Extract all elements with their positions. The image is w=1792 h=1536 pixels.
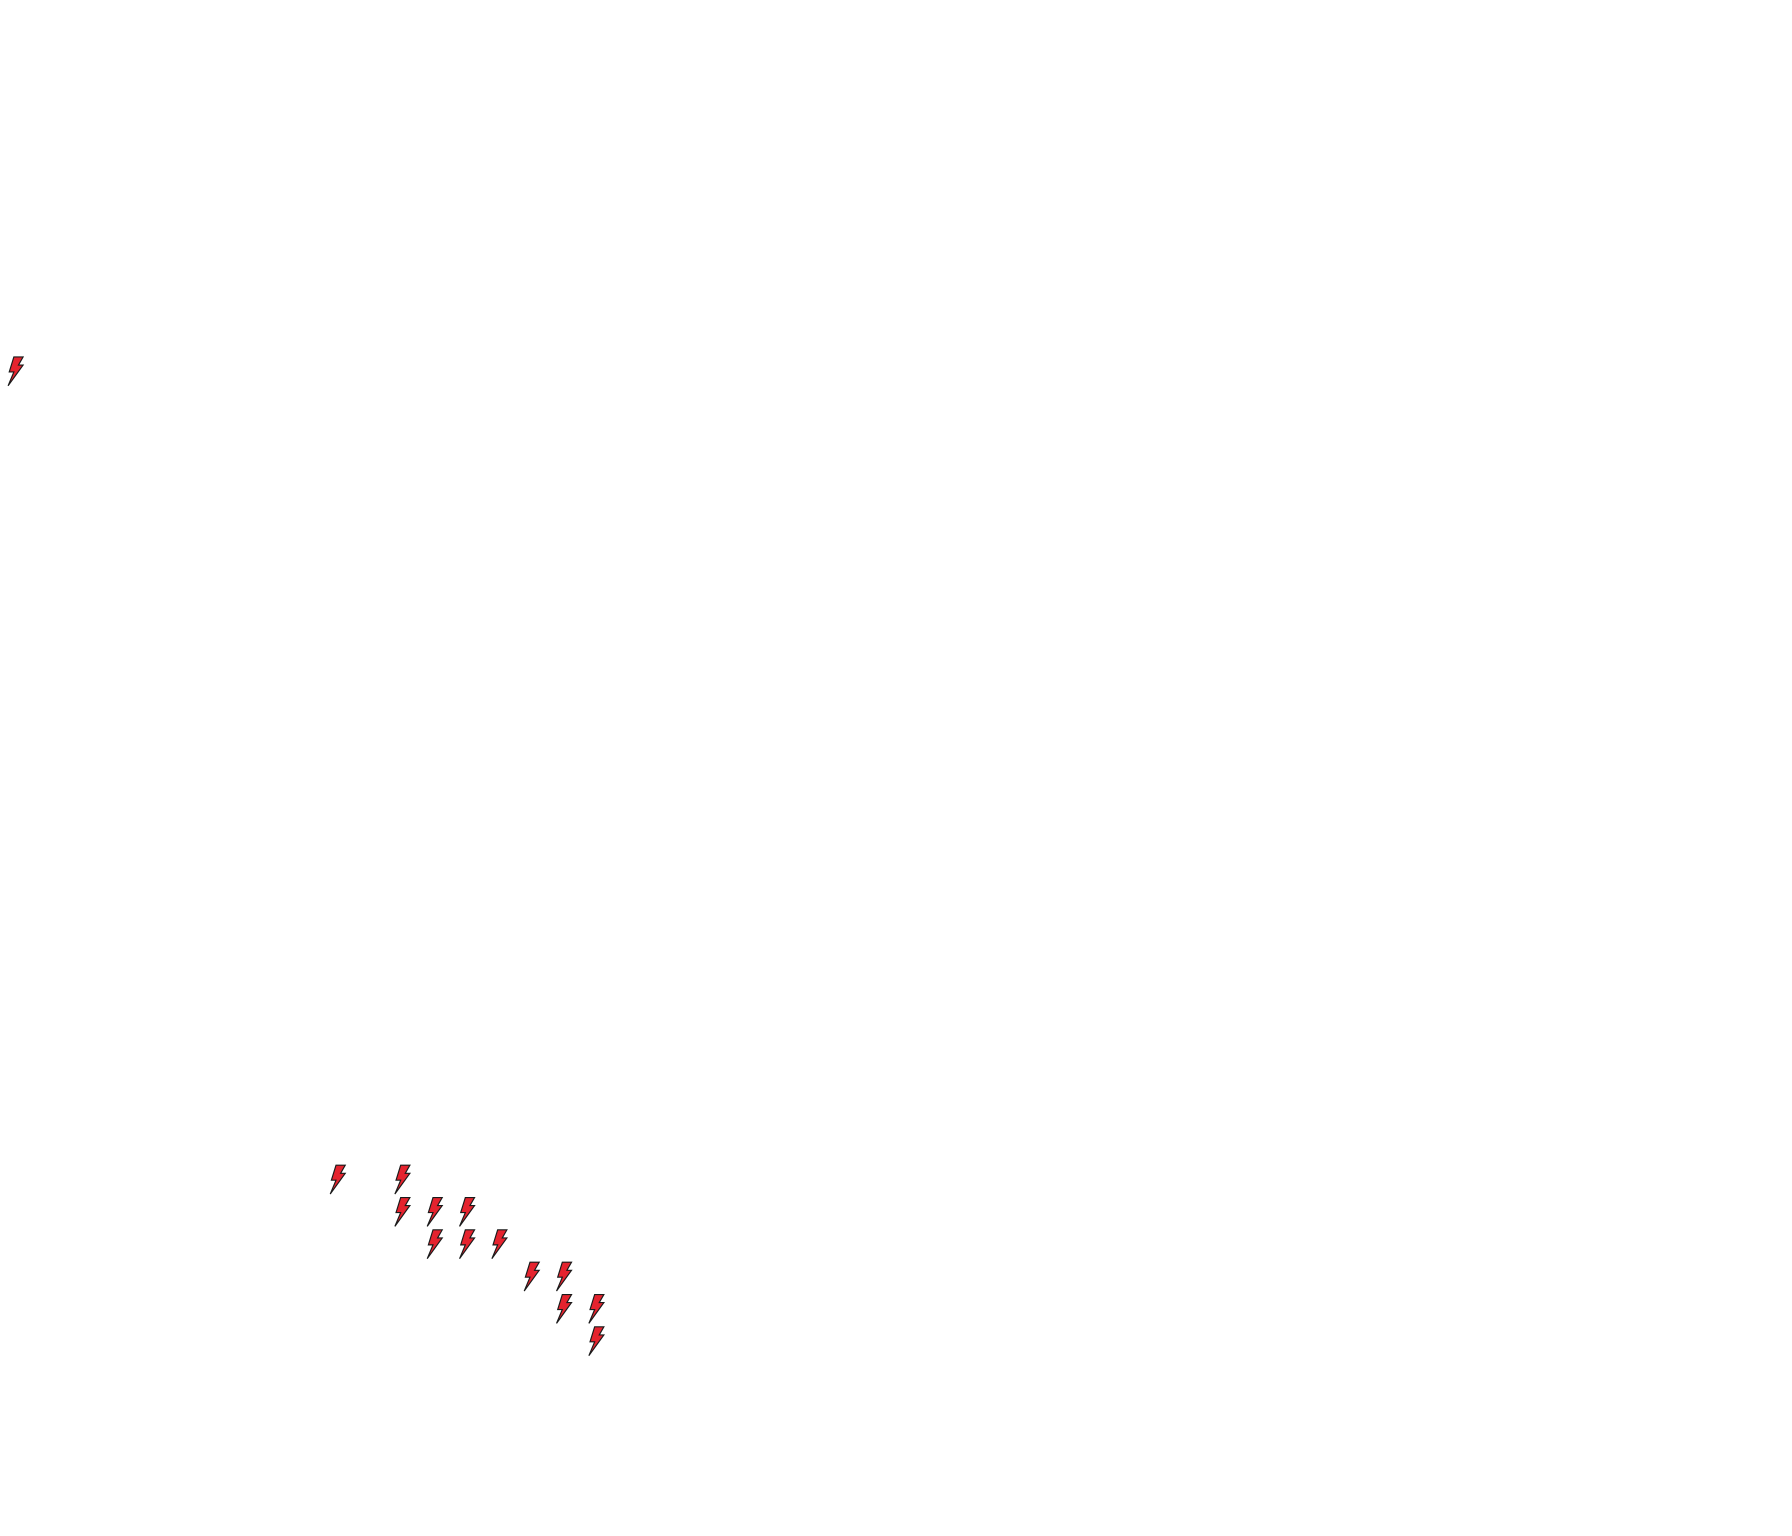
background [0,0,1792,1536]
canvas [0,0,1792,1536]
page: (() => { const data = JSON.parse(documen… [0,0,1792,1536]
